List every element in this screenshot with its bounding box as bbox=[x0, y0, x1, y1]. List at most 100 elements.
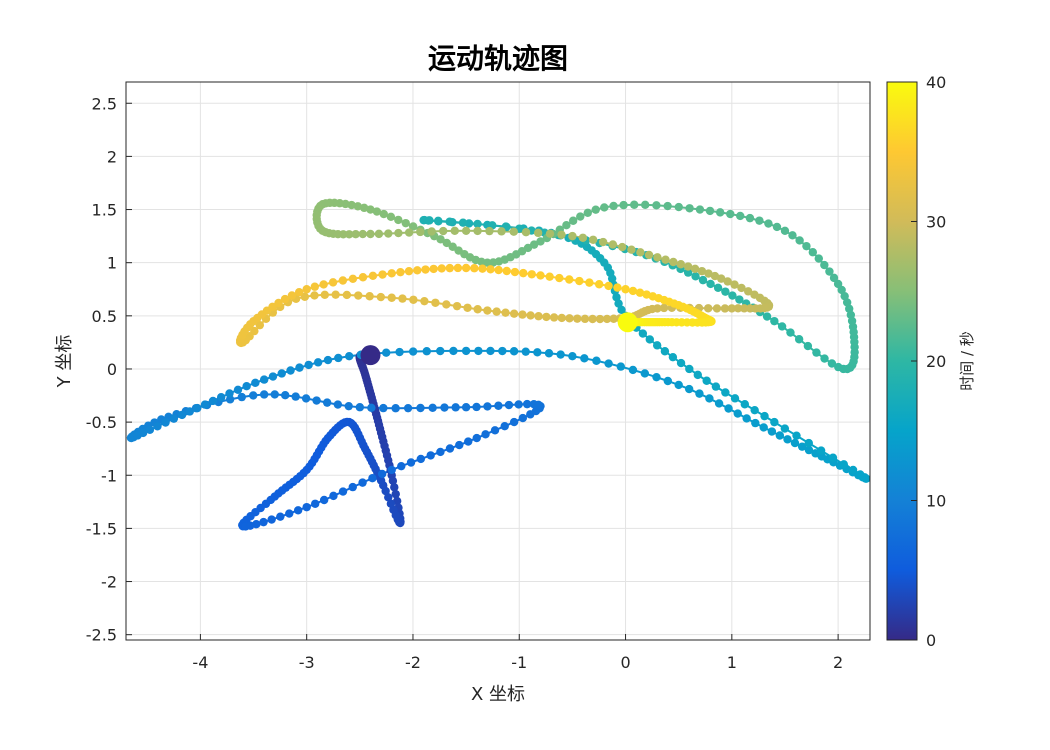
y-tick-label: -1.5 bbox=[86, 519, 117, 538]
trajectory-point bbox=[676, 260, 686, 269]
trajectory-point bbox=[169, 414, 179, 423]
trajectory-point bbox=[510, 267, 520, 277]
trajectory-point bbox=[573, 314, 582, 323]
trajectory-point bbox=[640, 200, 650, 210]
trajectory-point bbox=[609, 201, 618, 211]
trajectory-point bbox=[464, 437, 473, 446]
trajectory-point bbox=[312, 396, 321, 405]
trajectory-point bbox=[691, 272, 700, 281]
trajectory-point bbox=[319, 495, 329, 505]
trajectory-point bbox=[545, 229, 555, 238]
colorbar-tick-label: 30 bbox=[926, 213, 946, 232]
trajectory-point bbox=[549, 313, 559, 322]
trajectory-point bbox=[481, 430, 490, 439]
colorbar-tick-label: 40 bbox=[926, 73, 946, 92]
end-point-marker bbox=[617, 312, 638, 333]
trajectory-point bbox=[848, 465, 858, 475]
trajectory-point bbox=[397, 461, 406, 471]
trajectory-point bbox=[345, 352, 354, 361]
trajectory-point bbox=[461, 263, 471, 273]
trajectory-point bbox=[628, 365, 638, 375]
trajectory-point bbox=[636, 248, 645, 257]
trajectory-point bbox=[644, 250, 654, 260]
trajectory-point bbox=[745, 304, 755, 313]
trajectory-point bbox=[770, 316, 779, 326]
trajectory-point bbox=[775, 431, 785, 440]
trajectory-point bbox=[177, 410, 187, 420]
trajectory-point bbox=[645, 335, 655, 344]
y-tick-label: 0.5 bbox=[92, 307, 117, 326]
trajectory-point bbox=[509, 309, 519, 318]
trajectory-point bbox=[617, 305, 626, 314]
trajectory-point bbox=[461, 226, 471, 235]
y-axis-title: Y 坐标 bbox=[54, 335, 75, 389]
trajectory-point bbox=[712, 304, 722, 313]
trajectory-point bbox=[451, 403, 460, 412]
trajectory-point bbox=[259, 390, 269, 399]
trajectory-point bbox=[618, 242, 627, 252]
trajectory-point bbox=[372, 207, 382, 216]
trajectory-point bbox=[431, 298, 440, 307]
trajectory-point bbox=[733, 304, 743, 313]
trajectory-point bbox=[442, 238, 451, 248]
trajectory-point bbox=[621, 285, 630, 294]
trajectory-point bbox=[331, 290, 340, 299]
x-tick-label: 2 bbox=[833, 653, 843, 672]
colorbar-ticks: 0 10 20 30 40 bbox=[911, 73, 946, 650]
trajectory-point bbox=[613, 283, 622, 292]
trajectory-point bbox=[378, 270, 387, 279]
trajectory-point bbox=[382, 348, 391, 357]
trajectory-point bbox=[478, 264, 487, 273]
trajectory-point bbox=[684, 384, 694, 394]
trajectory-point bbox=[663, 201, 672, 211]
trajectory-point bbox=[717, 274, 726, 283]
trajectory-point bbox=[820, 260, 829, 270]
x-tick-label: -1 bbox=[511, 653, 527, 672]
trajectory-point bbox=[740, 304, 749, 313]
trajectory-point bbox=[619, 200, 628, 210]
trajectory-point bbox=[436, 346, 445, 356]
trajectory-point bbox=[533, 228, 543, 238]
trajectory-point bbox=[568, 216, 578, 225]
trajectory-point bbox=[281, 391, 290, 400]
trajectory-point bbox=[450, 226, 459, 236]
trajectory-point bbox=[814, 254, 823, 263]
trajectory-point bbox=[591, 205, 600, 214]
trajectory-point bbox=[339, 230, 348, 239]
trajectory-point bbox=[455, 440, 464, 450]
trajectory-point bbox=[726, 209, 735, 219]
trajectory-point bbox=[358, 273, 368, 282]
trajectory-point bbox=[333, 400, 343, 409]
trajectory-point bbox=[652, 341, 662, 350]
trajectory-point bbox=[277, 369, 286, 378]
trajectory-point bbox=[612, 293, 621, 302]
trajectory-point bbox=[533, 348, 542, 357]
grid-lines bbox=[126, 82, 870, 640]
trajectory-point bbox=[322, 398, 332, 407]
trajectory-point bbox=[556, 350, 565, 359]
trajectory-point bbox=[653, 253, 662, 262]
trajectory-point bbox=[259, 517, 268, 527]
trajectory-point bbox=[683, 262, 693, 271]
trajectory-point bbox=[728, 291, 737, 300]
trajectory-point bbox=[494, 265, 503, 275]
colorbar-label: 时间 / 秒 bbox=[958, 331, 976, 391]
trajectory-point bbox=[706, 279, 715, 289]
trajectory-point bbox=[536, 271, 545, 280]
trajectory-point bbox=[751, 418, 760, 428]
trajectory-point bbox=[338, 276, 348, 285]
trajectory-point bbox=[409, 295, 418, 304]
trajectory-point bbox=[698, 275, 708, 285]
trajectory-point bbox=[255, 320, 265, 330]
trajectory-point bbox=[640, 369, 650, 378]
trajectory-point bbox=[627, 245, 636, 254]
trajectory-point bbox=[310, 291, 319, 300]
trajectory-point bbox=[328, 278, 338, 287]
trajectory-point bbox=[770, 417, 779, 427]
trajectory-point bbox=[509, 417, 519, 427]
trajectory-point bbox=[359, 203, 369, 213]
trajectory-point bbox=[521, 347, 530, 356]
trajectory-point bbox=[568, 231, 577, 241]
trajectory-point bbox=[483, 306, 492, 315]
trajectory-point bbox=[492, 307, 501, 316]
